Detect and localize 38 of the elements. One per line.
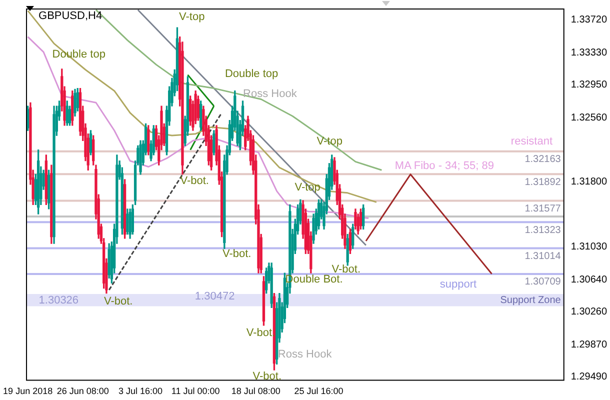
ref-line-label: 1.31577 <box>524 204 562 215</box>
annotation: V-bot. <box>222 248 252 260</box>
annotation: V-bot. <box>332 264 361 276</box>
annotation: 1.30326 <box>38 294 79 306</box>
y-tick-label: 1.29870 <box>570 340 608 351</box>
y-tick-label: 1.33720 <box>570 14 608 26</box>
annotation: V-top <box>179 10 205 23</box>
annotation: V-bot. <box>252 370 282 382</box>
y-tick-label: 1.31800 <box>570 176 608 188</box>
x-tick-label: 3 Jul 16:00 <box>118 386 163 396</box>
y-tick-label: 1.32950 <box>570 80 608 91</box>
ref-line-label: 1.31323 <box>524 224 562 236</box>
annotation: resistant <box>510 135 552 148</box>
x-tick-label: 26 Jun 08:00 <box>56 386 109 396</box>
ref-line-label: 1.31892 <box>524 176 562 188</box>
ref-line-label: 1.31014 <box>524 251 562 262</box>
x-tick-label: 18 Jul 08:00 <box>231 386 280 396</box>
ref-line-label: 1.30709 <box>524 276 562 288</box>
ref-line-label: 1.32163 <box>524 154 562 166</box>
annotation: 1.30472 <box>194 290 235 302</box>
annotation: MA Fibo - 34; 55; 89 <box>394 160 494 172</box>
y-tick-label: 1.29490 <box>570 372 608 383</box>
x-tick-label: 19 Jun 2018 <box>3 386 53 396</box>
annotation: Ross Hook <box>243 88 298 100</box>
y-tick-label: 1.33330 <box>570 48 608 59</box>
annotation: V-bot. <box>104 295 133 308</box>
y-tick-label: 1.31030 <box>570 242 608 253</box>
annotation: V-bot. <box>180 174 209 187</box>
y-tick-label: 1.32560 <box>570 112 608 124</box>
chart-title: GBPUSD,H4 <box>38 10 102 22</box>
annotation: support <box>440 278 477 290</box>
y-tick-label: 1.30640 <box>570 274 608 286</box>
y-tick-label: 1.30260 <box>570 306 608 318</box>
annotation: Double top <box>224 68 278 80</box>
x-tick-label: 11 Jul 00:00 <box>171 386 220 396</box>
annotation: Ross Hook <box>278 348 332 361</box>
x-tick-label: 25 Jul 16:00 <box>294 386 344 396</box>
band-label: Support Zone <box>500 294 562 306</box>
